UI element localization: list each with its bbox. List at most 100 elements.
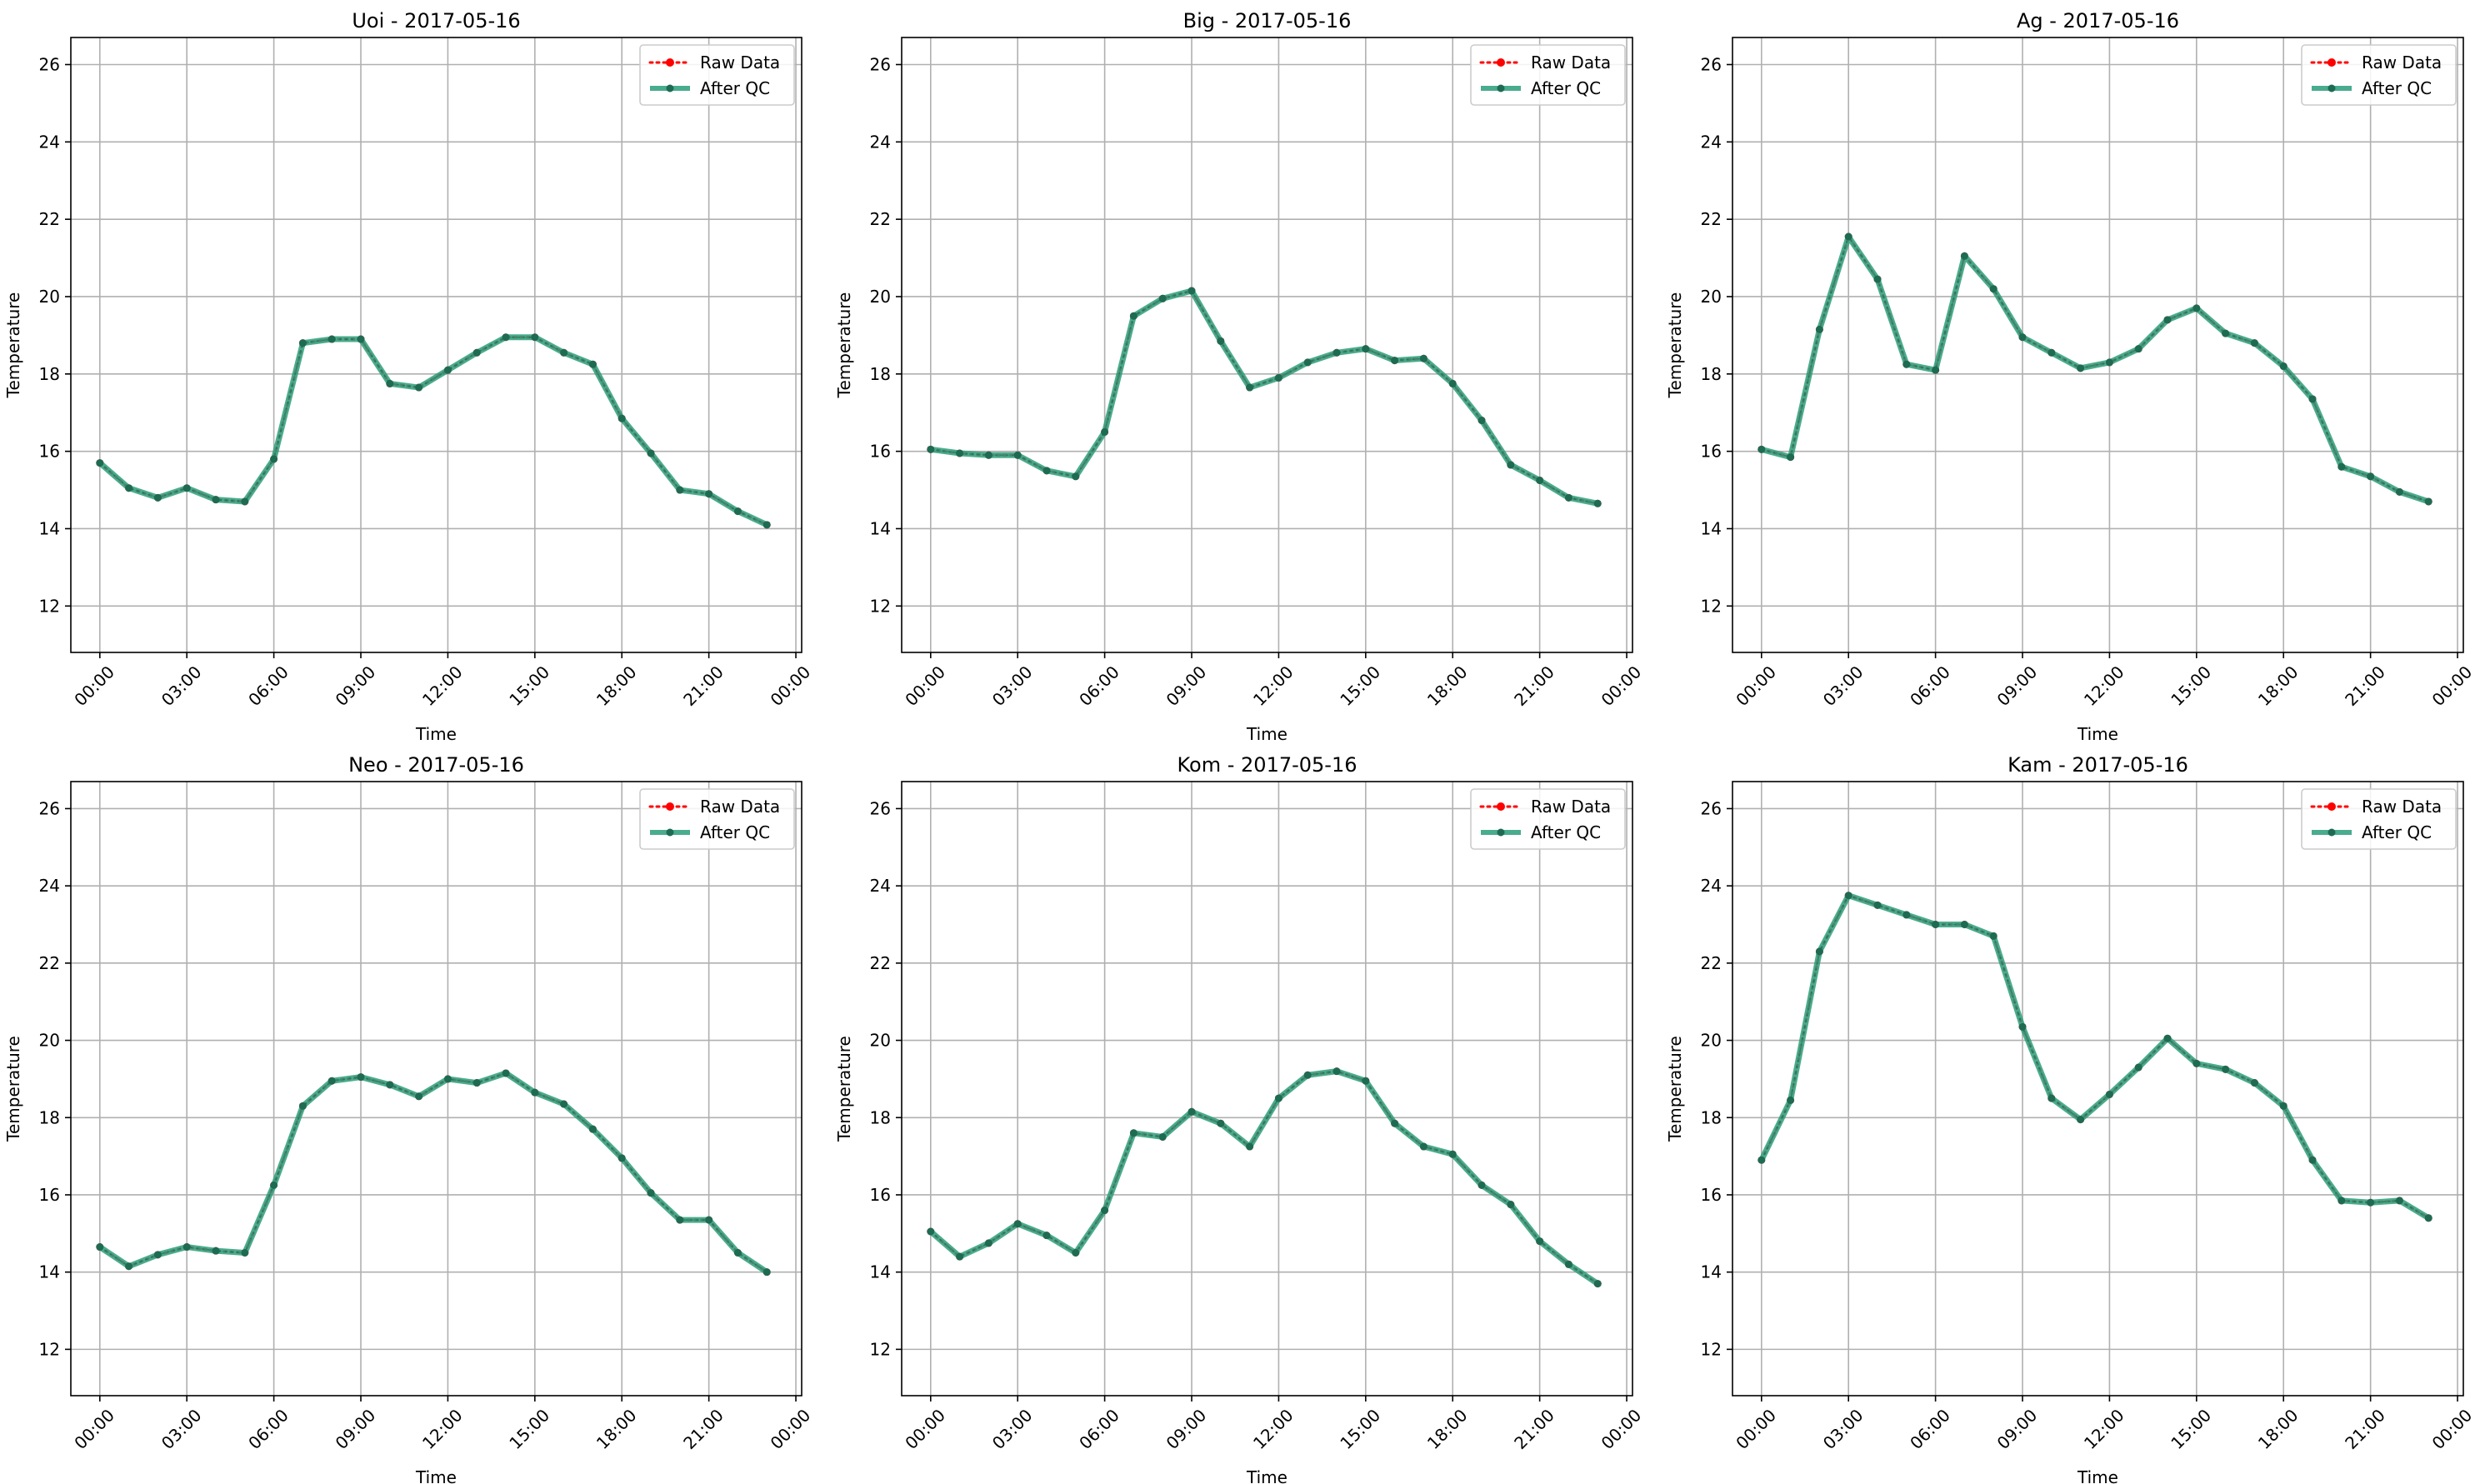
x-tick-label: 12:00 bbox=[418, 662, 467, 710]
series-line-after-qc bbox=[98, 334, 768, 528]
data-point-after-qc bbox=[2105, 358, 2113, 367]
x-axis-label: Time bbox=[415, 1467, 457, 1484]
y-tick-label: 26 bbox=[1701, 798, 1722, 818]
chart-title: Ag - 2017-05-16 bbox=[2017, 9, 2179, 32]
data-point-after-qc bbox=[212, 1247, 220, 1255]
legend-marker-raw-data bbox=[2328, 58, 2336, 67]
x-tick-label: 06:00 bbox=[1075, 1405, 1123, 1453]
data-point-after-qc bbox=[2222, 1065, 2230, 1073]
data-point-after-qc bbox=[531, 1088, 539, 1097]
data-point-after-qc bbox=[2163, 316, 2172, 324]
data-point-after-qc bbox=[212, 496, 220, 504]
x-tick-label: 18:00 bbox=[2254, 662, 2302, 710]
data-point-after-qc bbox=[298, 1102, 307, 1110]
chart-panel-1: 00:00 03:00 06:00 09:00 12:00 15:00 18:00 21:00… bbox=[3, 9, 814, 744]
chart-panel-3: 00:00 03:00 06:00 09:00 12:00 15:00 18:00 21:00… bbox=[1665, 9, 2476, 744]
chart-title: Big - 2017-05-16 bbox=[1183, 9, 1352, 32]
y-tick-label: 16 bbox=[1701, 442, 1722, 462]
data-point-after-qc bbox=[415, 1092, 423, 1101]
y-tick-label: 26 bbox=[870, 54, 891, 74]
y-tick-label: 20 bbox=[870, 1031, 891, 1051]
chart-title: Neo - 2017-05-16 bbox=[348, 753, 524, 777]
data-point-after-qc bbox=[1158, 1132, 1167, 1141]
axes-frame bbox=[1732, 37, 2464, 653]
axes-frame bbox=[70, 37, 802, 653]
data-point-after-qc bbox=[502, 1069, 510, 1077]
x-tick-label: 00:00 bbox=[1732, 662, 1780, 710]
data-point-after-qc bbox=[1593, 1280, 1602, 1288]
x-tick-label: 18:00 bbox=[592, 662, 641, 710]
data-point-after-qc bbox=[1246, 1142, 1254, 1151]
y-tick-label: 24 bbox=[39, 132, 60, 152]
x-tick-label: 06:00 bbox=[1075, 662, 1123, 710]
legend-marker-after-qc bbox=[2328, 84, 2336, 92]
y-tick-label: 12 bbox=[39, 596, 60, 616]
data-point-after-qc bbox=[1932, 366, 1940, 374]
data-point-after-qc bbox=[676, 486, 684, 494]
data-point-after-qc bbox=[2077, 1116, 2085, 1124]
data-point-after-qc bbox=[1362, 345, 1370, 353]
data-point-after-qc bbox=[1593, 499, 1602, 507]
data-point-after-qc bbox=[2018, 333, 2027, 342]
legend-label-after-qc: After QC bbox=[2362, 78, 2432, 98]
data-point-after-qc bbox=[2395, 1197, 2403, 1205]
x-tick-label: 00:00 bbox=[767, 1405, 815, 1453]
data-point-after-qc bbox=[1564, 1260, 1572, 1268]
series-line-raw-data bbox=[929, 1070, 1599, 1286]
legend-label-after-qc: After QC bbox=[1531, 822, 1601, 842]
y-tick-label: 12 bbox=[1701, 1339, 1722, 1359]
series-line-raw-data bbox=[1760, 893, 2430, 1220]
data-point-after-qc bbox=[125, 1262, 133, 1271]
data-point-after-qc bbox=[443, 1075, 452, 1083]
data-point-after-qc bbox=[298, 339, 307, 347]
data-point-after-qc bbox=[956, 449, 964, 457]
data-point-after-qc bbox=[1042, 467, 1051, 475]
y-tick-label: 14 bbox=[1701, 518, 1722, 538]
data-point-after-qc bbox=[153, 1251, 162, 1259]
data-point-after-qc bbox=[1844, 892, 1852, 900]
data-point-after-qc bbox=[1873, 275, 1882, 283]
data-point-after-qc bbox=[1129, 312, 1138, 320]
data-point-after-qc bbox=[2192, 304, 2201, 312]
x-tick-label: 09:00 bbox=[332, 662, 380, 710]
data-point-after-qc bbox=[647, 1189, 655, 1197]
series-line-after-qc-overlay bbox=[99, 336, 768, 526]
series-line-raw-data bbox=[98, 1072, 768, 1274]
x-tick-label: 18:00 bbox=[1423, 1405, 1472, 1453]
legend-marker-after-qc bbox=[1497, 84, 1505, 92]
data-point-after-qc bbox=[1101, 427, 1109, 436]
data-point-after-qc bbox=[1873, 901, 1882, 909]
legend-marker-raw-data bbox=[2328, 802, 2336, 811]
y-tick-label: 18 bbox=[1701, 364, 1722, 384]
x-tick-label: 15:00 bbox=[505, 1405, 553, 1453]
x-tick-label: 00:00 bbox=[70, 662, 118, 710]
data-point-after-qc bbox=[270, 455, 278, 463]
x-tick-label: 18:00 bbox=[592, 1405, 641, 1453]
x-tick-label: 12:00 bbox=[1249, 662, 1298, 710]
x-axis-label: Time bbox=[2077, 724, 2118, 744]
y-tick-label: 20 bbox=[1701, 1031, 1722, 1051]
legend-label-raw-data: Raw Data bbox=[700, 52, 780, 72]
data-point-after-qc bbox=[1013, 1220, 1022, 1228]
data-point-after-qc bbox=[1158, 294, 1167, 302]
x-tick-label: 18:00 bbox=[2254, 1405, 2302, 1453]
legend-marker-after-qc bbox=[666, 84, 674, 92]
series-line-raw-data bbox=[98, 336, 768, 527]
data-point-after-qc bbox=[1303, 358, 1312, 367]
series-line-after-qc-overlay bbox=[1760, 894, 2429, 1219]
data-point-after-qc bbox=[2018, 1022, 2027, 1031]
y-tick-label: 26 bbox=[870, 798, 891, 818]
y-tick-label: 26 bbox=[1701, 54, 1722, 74]
y-axis-label: Temperature bbox=[1665, 292, 1685, 399]
data-point-after-qc bbox=[1815, 947, 1823, 956]
x-tick-label: 06:00 bbox=[1906, 662, 1954, 710]
chart-panel-2: 00:00 03:00 06:00 09:00 12:00 15:00 18:00 21:00… bbox=[834, 9, 1645, 744]
legend-marker-after-qc bbox=[2328, 828, 2336, 837]
data-point-after-qc bbox=[1274, 373, 1282, 382]
x-tick-label: 00:00 bbox=[2428, 1405, 2477, 1453]
data-point-after-qc bbox=[1217, 337, 1225, 345]
y-tick-label: 14 bbox=[39, 1262, 60, 1282]
x-tick-label: 15:00 bbox=[1336, 1405, 1384, 1453]
x-tick-label: 09:00 bbox=[1993, 662, 2042, 710]
series-line-after-qc bbox=[1758, 892, 2431, 1221]
